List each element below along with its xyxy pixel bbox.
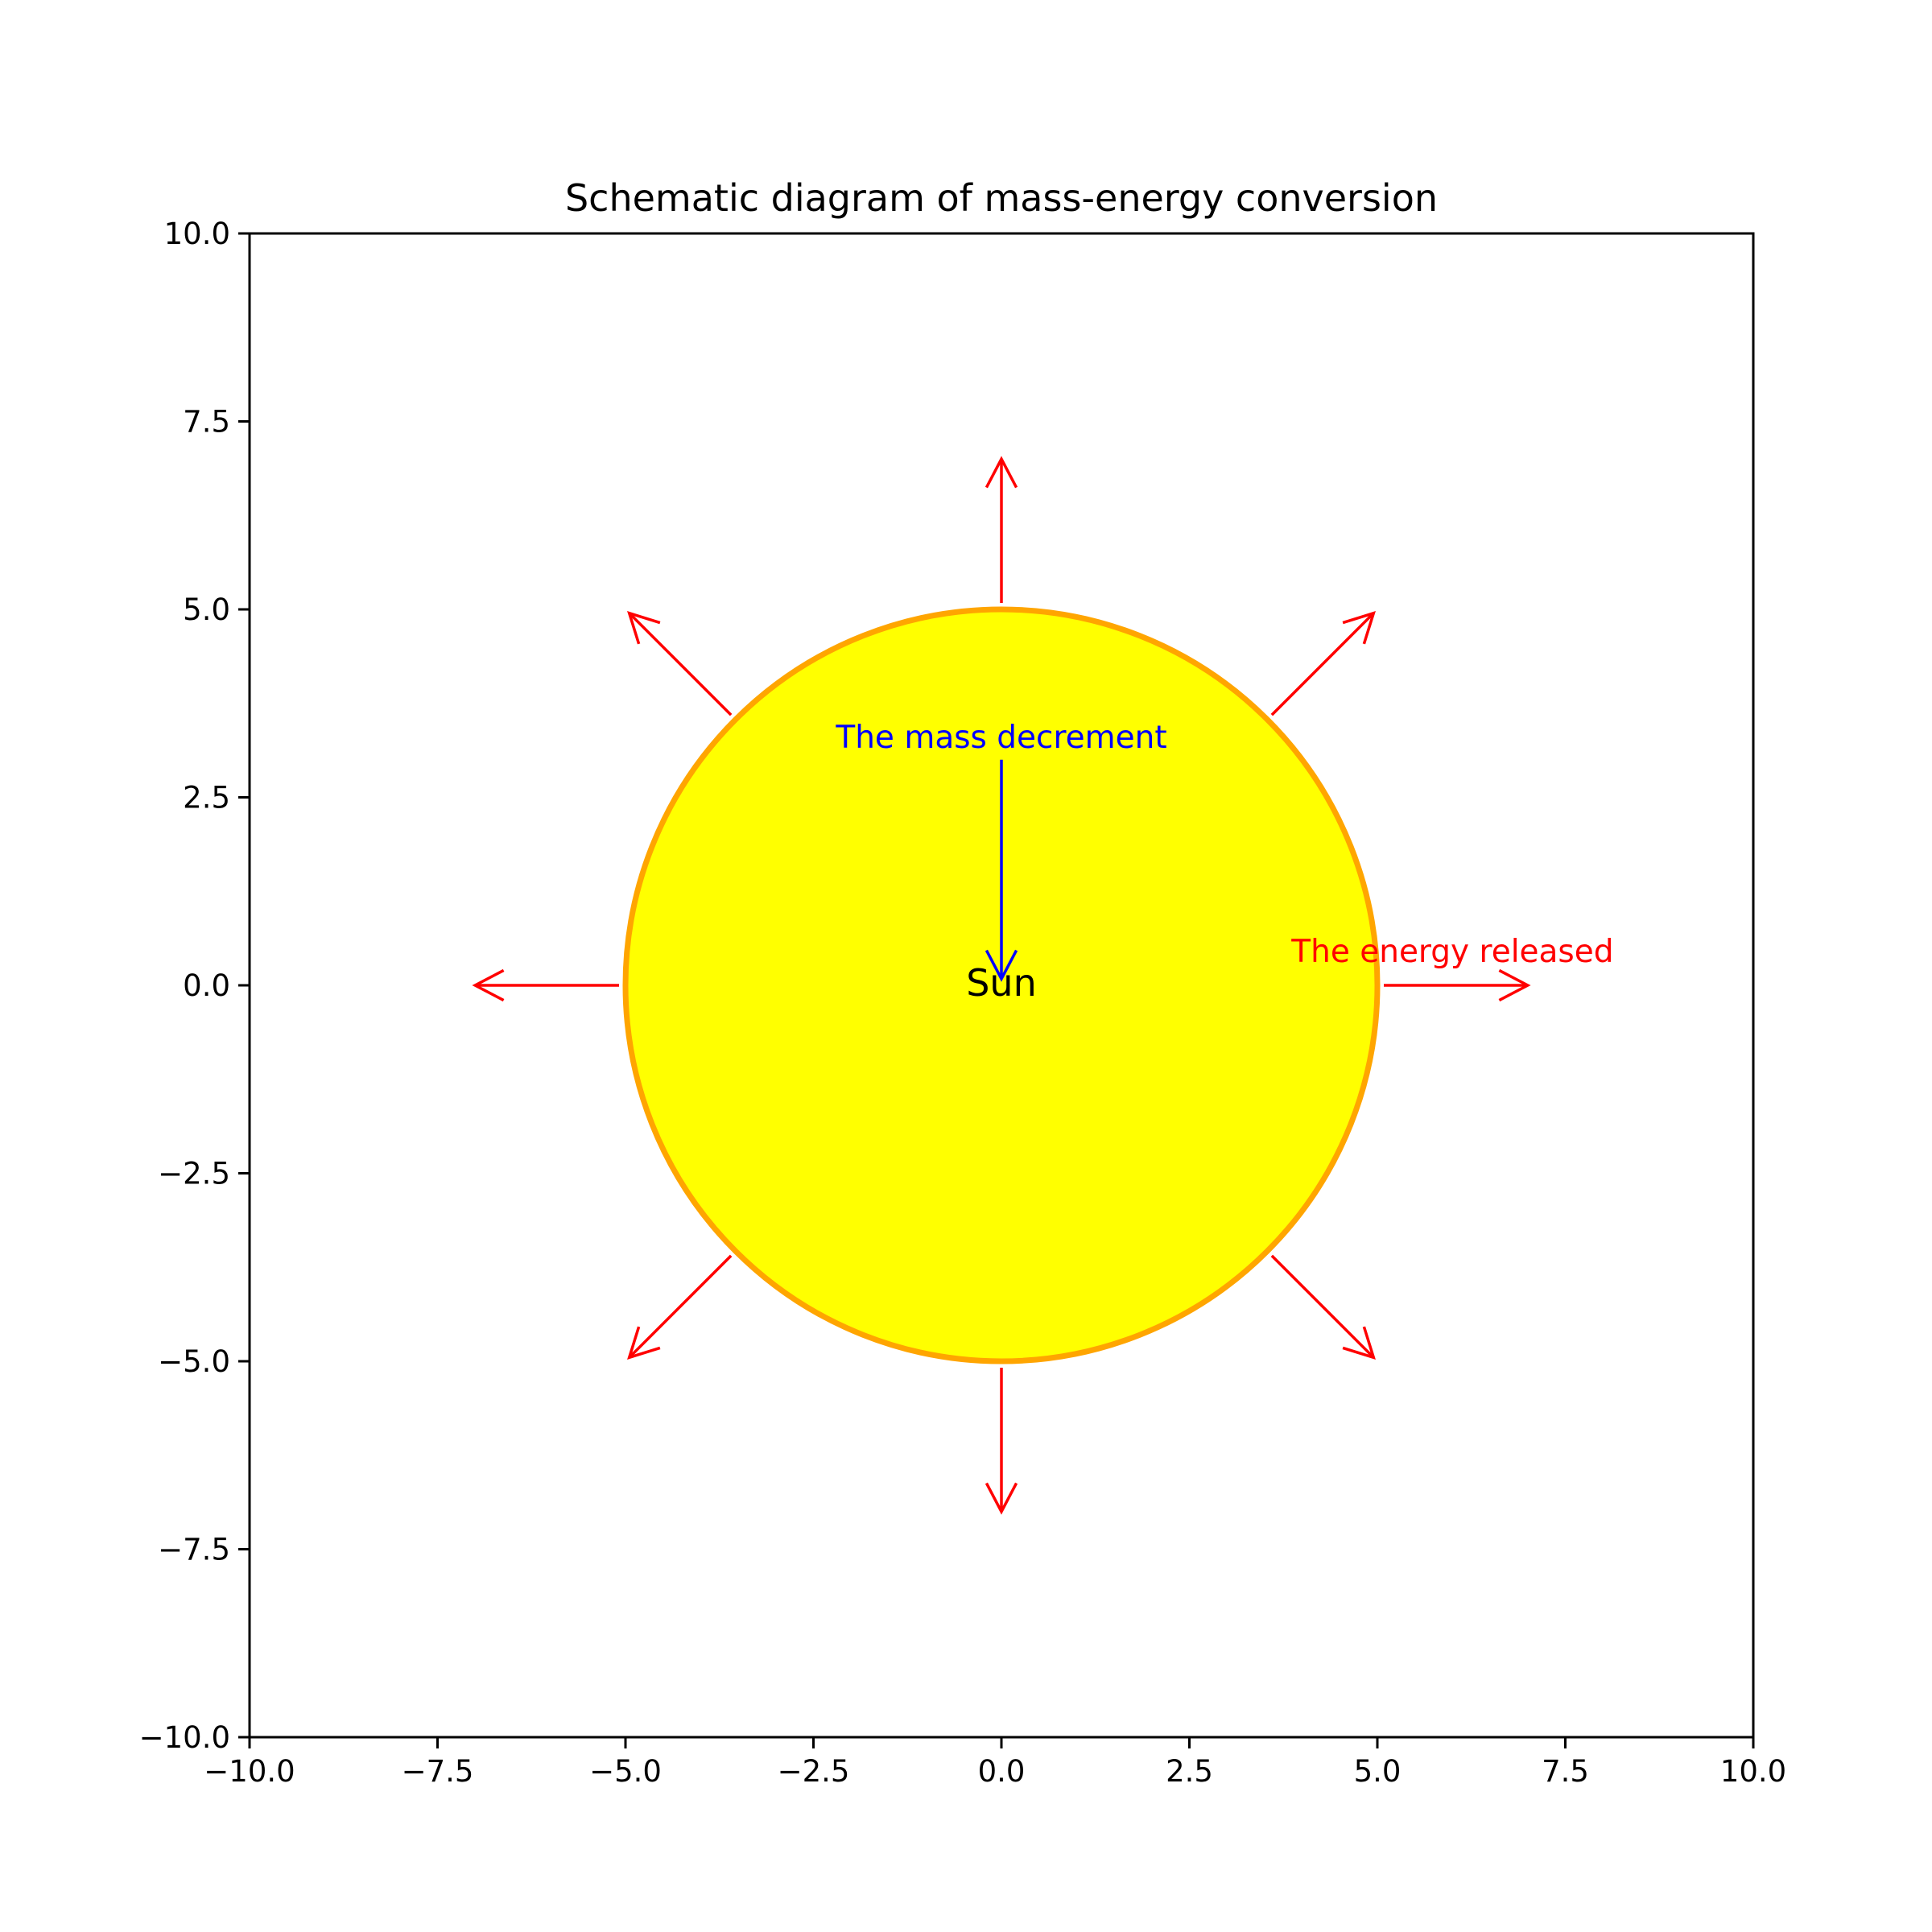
y-tick-label: 2.5: [183, 781, 230, 815]
energy-arrow-225-head: [627, 1326, 661, 1360]
energy-arrow-0: [1384, 968, 1531, 1002]
x-tick-label: 10.0: [1720, 1754, 1786, 1789]
energy-arrow-180: [472, 968, 619, 1002]
energy-arrow-315-head: [1342, 1326, 1376, 1360]
energy-arrow-315: [1270, 1254, 1376, 1360]
y-tick-label: −5.0: [158, 1344, 230, 1379]
sun-label: Sun: [966, 961, 1037, 1005]
sun-circle: [622, 606, 1381, 1364]
y-tick-label: −2.5: [158, 1157, 230, 1191]
x-tick-label: −7.5: [402, 1754, 474, 1789]
x-tick-label: −5.0: [589, 1754, 662, 1789]
energy-arrow-315-shaft: [1270, 1254, 1375, 1359]
energy-arrows: [472, 456, 1531, 1515]
energy-arrow-45: [1270, 611, 1376, 716]
y-axis-ticks: −10.0 −7.5 −5.0 −2.5 0.0 2.5 5.0 7.5 10.0: [139, 217, 250, 1755]
energy-arrow-0-head: [1498, 968, 1531, 1002]
y-tick-label: 5.0: [183, 592, 230, 627]
energy-arrow-135: [627, 611, 733, 716]
y-tick-label: 10.0: [164, 217, 230, 251]
x-tick-label: −10.0: [204, 1754, 295, 1789]
y-tick-label: 0.0: [183, 968, 230, 1003]
y-tick-label: −7.5: [158, 1533, 230, 1567]
energy-arrow-225: [627, 1254, 733, 1360]
sun-group: [622, 606, 1381, 1364]
chart-title: Schematic diagram of mass-energy convers…: [565, 176, 1438, 220]
energy-arrow-135-head: [627, 611, 661, 645]
y-tick-label: 7.5: [183, 405, 230, 440]
energy-arrow-45-shaft: [1270, 612, 1375, 716]
energy-arrow-90-head: [985, 456, 1018, 489]
x-tick-label: 0.0: [978, 1754, 1026, 1789]
x-tick-label: −2.5: [778, 1754, 850, 1789]
energy-arrow-180-head: [472, 968, 505, 1002]
y-tick-label: −10.0: [139, 1720, 230, 1755]
energy-arrow-90: [985, 456, 1018, 603]
x-axis-ticks: −10.0 −7.5 −5.0 −2.5 0.0 2.5 5.0 7.5 10.0: [204, 1737, 1786, 1789]
mass-arrow-group: [985, 759, 1018, 982]
energy-arrow-135-shaft: [628, 612, 733, 716]
mass-decrement-label: The mass decrement: [835, 720, 1166, 756]
energy-arrow-225-shaft: [628, 1254, 733, 1359]
energy-released-label: The energy released: [1290, 934, 1613, 970]
energy-arrow-270: [985, 1368, 1018, 1515]
x-tick-label: 2.5: [1166, 1754, 1213, 1789]
x-tick-label: 7.5: [1542, 1754, 1589, 1789]
mass-decrement-arrow: [985, 759, 1018, 982]
x-tick-label: 5.0: [1354, 1754, 1402, 1789]
mass-decrement-arrow-head: [985, 949, 1018, 982]
energy-arrow-270-head: [985, 1482, 1018, 1515]
energy-arrow-45-head: [1342, 611, 1376, 645]
